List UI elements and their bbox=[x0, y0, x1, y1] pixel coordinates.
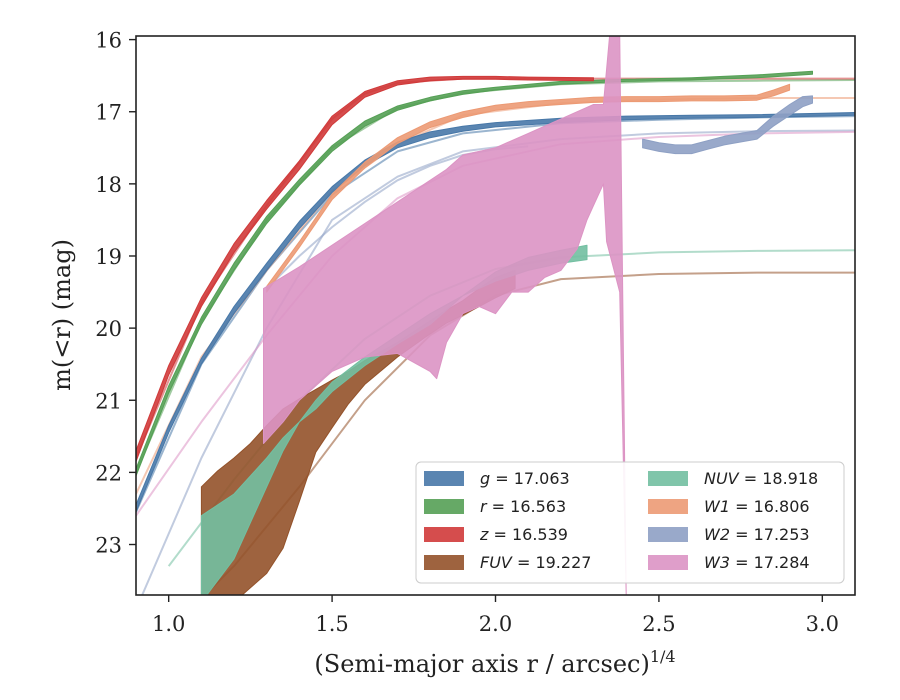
legend-swatch-z bbox=[424, 527, 464, 542]
legend-swatch-w3 bbox=[648, 555, 688, 570]
legend-label-z: z = 16.539 bbox=[479, 525, 568, 544]
y-tick-label: 22 bbox=[95, 461, 122, 485]
legend-symbol: W2 bbox=[704, 525, 730, 544]
legend-value: = 18.918 bbox=[739, 469, 819, 488]
y-axis: 16 17 18 19 20 21 22 23 bbox=[95, 29, 136, 558]
legend-label-w1: W1 = 16.806 bbox=[704, 497, 810, 516]
legend-label-r: r = 16.563 bbox=[480, 497, 566, 516]
x-axis-label: (Semi-major axis r / arcsec)1/4 bbox=[314, 647, 675, 678]
legend-box bbox=[415, 461, 845, 584]
x-tick-label: 1.5 bbox=[315, 612, 348, 636]
band-w3 bbox=[263, 36, 627, 595]
y-tick-label: 20 bbox=[95, 317, 122, 341]
legend-label-w3: W3 = 17.284 bbox=[704, 553, 810, 572]
legend-value: = 19.227 bbox=[512, 553, 592, 572]
band-z bbox=[136, 75, 594, 463]
band-w2 bbox=[642, 95, 813, 155]
legend-symbol: g bbox=[480, 469, 490, 488]
legend-swatch-w2 bbox=[648, 527, 688, 542]
profile-bands bbox=[136, 36, 855, 595]
band-g bbox=[136, 112, 855, 513]
legend-label-g: g = 17.063 bbox=[480, 469, 570, 488]
y-axis-label: m(<r) (mag) bbox=[48, 239, 76, 391]
legend-label-w2: W2 = 17.253 bbox=[704, 525, 810, 544]
legend-swatch-nuv bbox=[648, 471, 688, 486]
band-nuv bbox=[200, 244, 588, 595]
legend-symbol: W1 bbox=[704, 497, 730, 516]
legend-value: = 16.806 bbox=[730, 497, 810, 516]
x-tick-label: 2.0 bbox=[479, 612, 512, 636]
band-w1 bbox=[266, 83, 791, 293]
x-axis-label-text: (Semi-major axis r / arcsec) bbox=[314, 650, 649, 678]
legend-swatch-r bbox=[424, 499, 464, 514]
y-tick-label: 21 bbox=[95, 389, 122, 413]
model-curve-w2 bbox=[141, 129, 855, 595]
y-tick-label: 23 bbox=[95, 534, 122, 558]
legend-symbol: FUV bbox=[480, 553, 513, 572]
y-tick-label: 16 bbox=[95, 29, 122, 53]
legend-symbol: W3 bbox=[704, 553, 730, 572]
x-tick-label: 1.0 bbox=[152, 612, 185, 636]
legend-swatch-w1 bbox=[648, 499, 688, 514]
x-axis: 1.0 1.5 2.0 2.5 3.0 bbox=[152, 595, 839, 636]
y-tick-label: 19 bbox=[95, 245, 122, 269]
legend-value: = 16.539 bbox=[488, 525, 568, 544]
legend-value: = 16.563 bbox=[487, 497, 567, 516]
legend-symbol: r bbox=[480, 497, 488, 516]
x-tick-label: 2.5 bbox=[642, 612, 675, 636]
y-tick-label: 17 bbox=[95, 101, 122, 125]
legend-symbol: z bbox=[479, 525, 489, 544]
legend-swatch-g bbox=[424, 471, 464, 486]
x-tick-label: 3.0 bbox=[806, 612, 839, 636]
band-r bbox=[136, 70, 813, 477]
legend-value: = 17.284 bbox=[730, 553, 810, 572]
y-tick-label: 18 bbox=[95, 173, 122, 197]
legend-value: = 17.063 bbox=[490, 469, 570, 488]
x-axis-label-exponent: 1/4 bbox=[650, 647, 676, 666]
model-curve-g bbox=[136, 115, 855, 513]
legend-value: = 17.253 bbox=[730, 525, 810, 544]
legend-symbol: NUV bbox=[704, 469, 740, 488]
legend-swatch-fuv bbox=[424, 555, 464, 570]
legend-label-fuv: FUV = 19.227 bbox=[480, 553, 591, 572]
legend-label-nuv: NUV = 18.918 bbox=[704, 469, 818, 488]
